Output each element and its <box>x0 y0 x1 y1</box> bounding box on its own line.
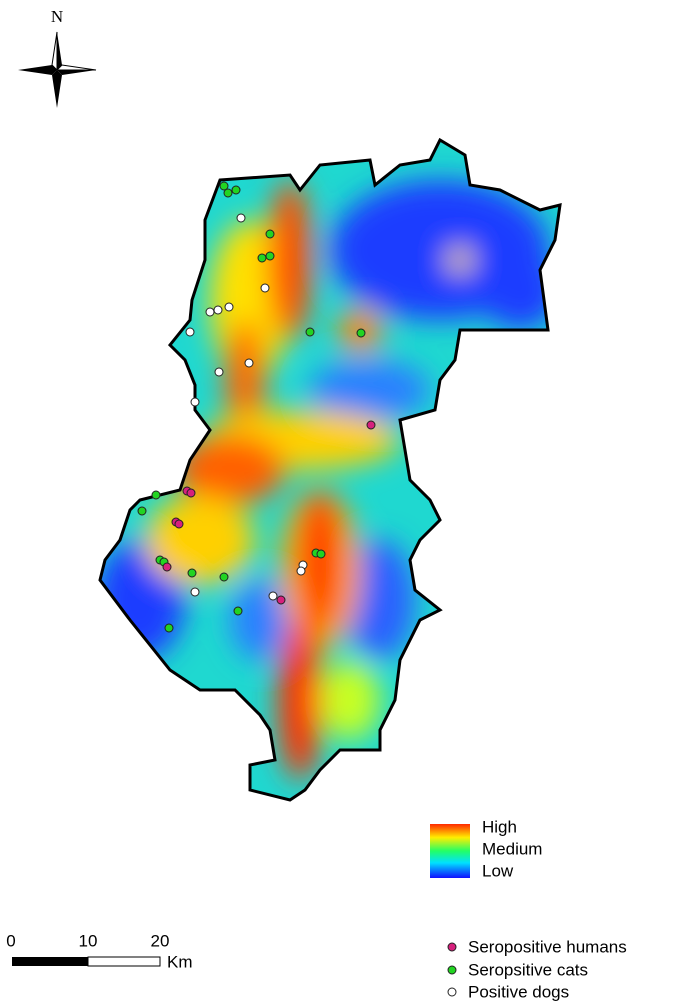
sample-points <box>137 181 376 633</box>
dog-point <box>185 327 195 337</box>
point-legend: Seropositive humans Seropsitive cats Pos… <box>447 937 627 1001</box>
cat-point <box>356 328 366 338</box>
cat-point <box>231 185 241 195</box>
human-point <box>186 488 196 498</box>
dog-point <box>190 397 200 407</box>
dog-point <box>244 358 254 368</box>
dog-point <box>260 283 270 293</box>
density-legend: High Medium Low <box>430 817 542 880</box>
cat-point <box>265 251 275 261</box>
cat-point <box>316 549 326 559</box>
color-ramp <box>430 824 470 878</box>
cat-point <box>151 490 161 500</box>
dog-point <box>205 307 215 317</box>
dog-point <box>224 302 234 312</box>
dog-point <box>213 305 223 315</box>
legend-label: Medium <box>482 839 542 858</box>
density-surface <box>100 140 560 800</box>
legend-label: High <box>482 817 517 836</box>
dog-point <box>296 566 306 576</box>
cat-point <box>137 506 147 516</box>
scale-label: 10 <box>79 931 98 950</box>
compass: N <box>18 7 97 108</box>
legend-symbol <box>447 987 457 997</box>
human-point <box>162 562 172 572</box>
dog-point <box>214 367 224 377</box>
cat-point <box>223 188 233 198</box>
dog-point <box>236 213 246 223</box>
human-point <box>174 519 184 529</box>
cat-point <box>233 606 243 616</box>
legend-label: Seropositive humans <box>468 937 627 956</box>
compass-label: N <box>51 7 63 26</box>
cat-point <box>219 572 229 582</box>
legend-label: Low <box>482 861 514 880</box>
cat-point <box>265 229 275 239</box>
dog-point <box>190 587 200 597</box>
scale-label: 0 <box>6 931 15 950</box>
cat-point <box>257 253 267 263</box>
scale-label: 20 <box>151 931 170 950</box>
legend-symbol <box>447 942 457 952</box>
cat-point <box>305 327 315 337</box>
legend-label: Positive dogs <box>468 982 569 1001</box>
dog-point <box>268 591 278 601</box>
legend-label: Seropsitive cats <box>468 960 588 979</box>
legend-symbol <box>447 965 457 975</box>
human-point <box>276 595 286 605</box>
cat-point <box>187 568 197 578</box>
scale-bar: 0 10 20 Km <box>6 931 192 971</box>
scale-unit: Km <box>167 952 193 971</box>
cat-point <box>164 623 174 633</box>
human-point <box>366 420 376 430</box>
cat-point <box>219 181 229 191</box>
